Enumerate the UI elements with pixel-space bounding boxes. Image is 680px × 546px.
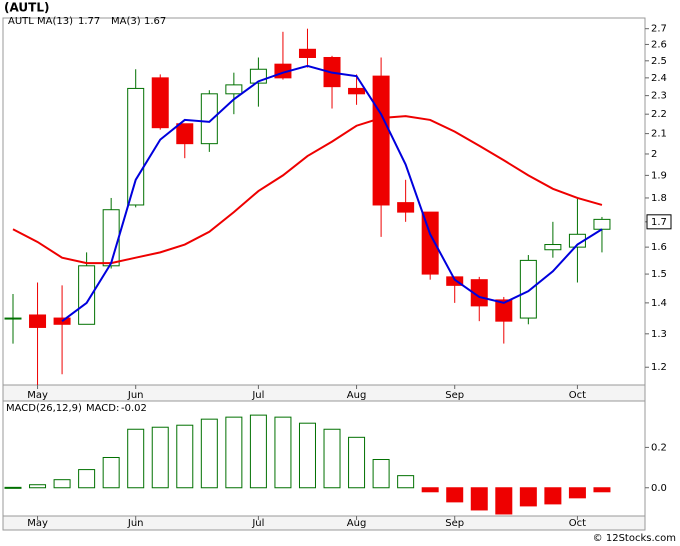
y-tick-label: 0.2: [651, 442, 667, 453]
x-tick-label: Jul: [251, 518, 264, 529]
legend-value: -0.02: [121, 403, 147, 414]
candle-body: [372, 75, 390, 206]
candle-body: [176, 123, 194, 145]
y-tick-label: 2.6: [651, 39, 667, 50]
candle-body: [397, 202, 415, 213]
y-tick-label: 2.7: [651, 24, 667, 35]
macd-bar: [348, 436, 366, 489]
x-axis-strip: [2, 515, 646, 531]
candle-body: [470, 279, 488, 307]
macd-bar: [53, 479, 71, 489]
x-tick-label: Oct: [569, 518, 586, 529]
x-tick-label: Jun: [127, 518, 144, 529]
macd-bar: [127, 428, 145, 489]
macd-bar: [421, 487, 439, 493]
legend-label: AUTL: [8, 16, 34, 27]
y-tick-label: 1.8: [651, 193, 667, 204]
legend-label: MACD:: [86, 403, 119, 414]
macd-bar: [4, 486, 22, 489]
macd-bar: [470, 487, 488, 511]
legend-value: 1.67: [144, 16, 166, 27]
x-tick-label: Sep: [445, 518, 464, 529]
candle-body: [29, 314, 47, 328]
y-tick-label: 1.2: [651, 362, 667, 373]
candle-body: [127, 87, 145, 206]
candle-body: [519, 259, 537, 319]
macd-bar: [249, 414, 267, 489]
y-tick-label: 1.4: [651, 298, 667, 309]
chart-title: (AUTL): [4, 1, 49, 15]
candle-body: [4, 317, 22, 320]
y-tick-label: 2.4: [651, 73, 667, 84]
x-tick-label: May: [27, 518, 48, 529]
legend-value: 1.77: [78, 16, 100, 27]
legend-label: MA(3): [111, 16, 141, 27]
y-tick-label: 2.1: [651, 129, 667, 140]
x-tick-label: May: [27, 390, 48, 401]
macd-bar: [446, 487, 464, 503]
candle-body: [102, 209, 120, 267]
macd-bar: [151, 426, 169, 489]
x-tick-label: Jun: [127, 390, 144, 401]
macd-bar: [225, 416, 243, 489]
price-marker-label: 1.7: [651, 217, 667, 228]
macd-bar: [298, 422, 316, 489]
candle-body: [200, 93, 218, 145]
macd-bar: [29, 484, 47, 489]
macd-bar: [176, 424, 194, 489]
macd-bar: [323, 428, 341, 489]
macd-bar: [102, 456, 120, 489]
price-marker-box: [646, 214, 672, 230]
y-tick-label: 1.3: [651, 329, 667, 340]
candle-body: [298, 48, 316, 58]
x-tick-label: Sep: [445, 390, 464, 401]
legend-label: MA(13): [37, 16, 73, 27]
candle-body: [151, 77, 169, 129]
ma-line: [61, 64, 603, 322]
candle-body: [446, 276, 464, 286]
y-tick-label: 2.5: [651, 56, 667, 67]
macd-bar: [519, 487, 537, 507]
y-tick-label: 2.2: [651, 109, 667, 120]
candle-body: [495, 299, 513, 322]
macd-bar: [593, 487, 611, 493]
y-tick-label: 1.9: [651, 170, 667, 181]
macd-bar: [544, 487, 562, 505]
candle-body: [544, 244, 562, 251]
x-axis-strip: [2, 384, 646, 402]
candle-body: [593, 218, 611, 230]
y-tick-label: 1.6: [651, 242, 667, 253]
macd-bar: [200, 418, 218, 489]
x-tick-label: Jul: [251, 390, 264, 401]
candle-body: [348, 87, 366, 95]
x-tick-label: Aug: [347, 390, 367, 401]
y-tick-label: 2: [651, 149, 657, 160]
macd-title: MACD(26,12,9): [6, 403, 82, 414]
y-tick-label: 2.3: [651, 91, 667, 102]
macd-bar: [372, 459, 390, 489]
candle-body: [225, 84, 243, 95]
macd-bar: [78, 469, 96, 489]
macd-bar: [274, 416, 292, 489]
macd-bar: [495, 487, 513, 515]
y-tick-label: 0.0: [651, 483, 667, 494]
candle-body: [78, 265, 96, 325]
macd-bar: [568, 487, 586, 499]
x-tick-label: Oct: [569, 390, 586, 401]
watermark: © 12Stocks.com: [593, 533, 676, 544]
macd-bar: [397, 475, 415, 489]
candle-body: [53, 317, 71, 325]
candle-body: [421, 211, 439, 275]
y-tick-label: 1.5: [651, 269, 667, 280]
x-tick-label: Aug: [347, 518, 367, 529]
